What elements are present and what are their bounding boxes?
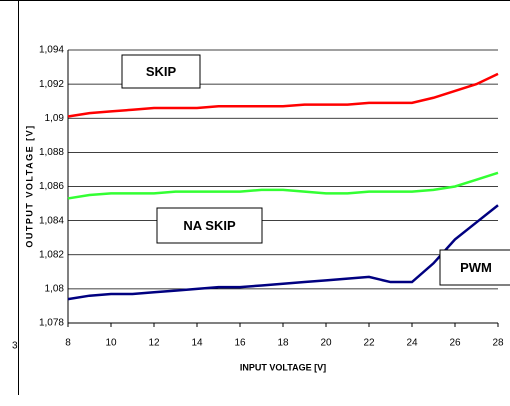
x-tick-label: 12 (148, 338, 160, 349)
x-tick-label: 8 (65, 338, 71, 349)
x-tick-label: 18 (277, 338, 289, 349)
y-tick-label: 1,084 (39, 215, 64, 226)
x-tick-label: 16 (234, 338, 246, 349)
y-tick-label: 1,086 (39, 181, 64, 192)
x-tick-label: 14 (191, 338, 203, 349)
y-tick-label: 1,088 (39, 147, 64, 158)
series-line (67, 204, 499, 301)
y-tick-label: 1,078 (39, 318, 64, 329)
y-axis-label: OUTPUT VOLTAGE [V] (24, 124, 34, 247)
y-tick-label: 1,092 (39, 79, 64, 90)
label-box (121, 54, 201, 89)
x-tick-label: 20 (320, 338, 332, 349)
x-tick-label: 26 (449, 338, 461, 349)
x-tick-label: 10 (105, 338, 117, 349)
series-line (67, 72, 499, 118)
label-box (156, 207, 263, 244)
y-tick-label: 1,08 (45, 284, 65, 295)
label-box (439, 249, 510, 286)
x-tick-label: 28 (492, 338, 504, 349)
y-tick-label: 1,094 (39, 45, 64, 56)
series-label: PWM (460, 260, 492, 275)
x-tick-label: 24 (406, 338, 418, 349)
series-label: NA SKIP (183, 218, 236, 233)
y-tick-label: 1,09 (45, 113, 65, 124)
x-axis-label: INPUT VOLTAGE [V] (240, 362, 326, 372)
x-tick-label: 22 (363, 338, 375, 349)
series-label: SKIP (146, 64, 177, 79)
edge-text: 3 (12, 341, 18, 352)
series-line (67, 171, 499, 200)
y-tick-label: 1,082 (39, 249, 64, 260)
